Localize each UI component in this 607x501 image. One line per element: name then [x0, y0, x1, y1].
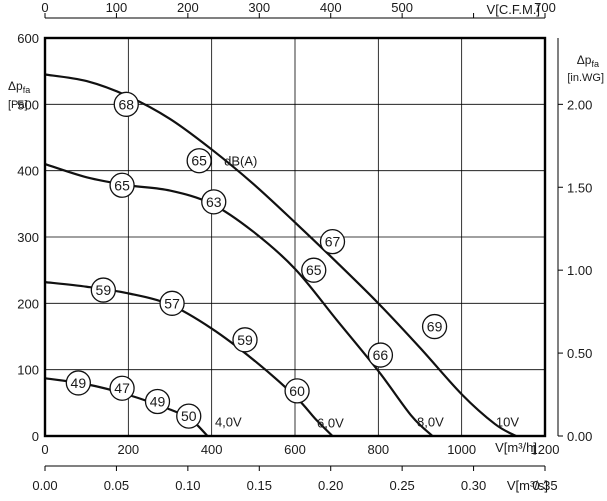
x-bottom-tick-label: 1000	[447, 442, 476, 457]
y-left-tick-label: 0	[32, 429, 39, 444]
db-bubble	[90, 277, 116, 303]
db-bubble-label: 63	[206, 194, 222, 210]
db-bubble-label: 50	[181, 408, 197, 424]
x-bottom-tick-label: 200	[117, 442, 139, 457]
x-top-tick-label: 100	[106, 0, 128, 15]
db-bubble-label: 59	[96, 282, 112, 298]
x-bottom2-tick-label: 0.00	[32, 478, 57, 493]
db-bubble-label: 68	[118, 96, 134, 112]
db-bubble-label: 69	[427, 319, 443, 335]
y-right-tick-label: 2.00	[567, 97, 592, 112]
y-left-tick-label: 500	[17, 97, 39, 112]
x-bottom-tick-label: 1200	[531, 442, 560, 457]
x-top-axis-title: V[C.F.M.]	[487, 2, 540, 17]
x-top-tick-label: 0	[41, 0, 48, 15]
db-bubble-label: 66	[373, 347, 389, 363]
x-top-tick-label: 700	[534, 0, 556, 15]
db-bubble-label: 65	[114, 177, 130, 193]
x-bottom-tick-label: 0	[41, 442, 48, 457]
y-right-tick-label: 0.50	[567, 346, 592, 361]
db-bubble	[284, 378, 310, 404]
x-bottom-tick-label: 400	[201, 442, 223, 457]
y-right-axis-title: Δpfa	[577, 53, 599, 69]
grid	[45, 38, 545, 436]
db-bubble-label: 47	[114, 380, 130, 396]
voltage-label: 4,0V	[215, 414, 242, 429]
y-left-tick-label: 200	[17, 296, 39, 311]
db-bubble	[109, 172, 135, 198]
db-bubble	[421, 313, 448, 340]
voltage-label: 10V	[496, 414, 519, 429]
x-top-tick-label: 300	[248, 0, 270, 15]
db-bubble-label: 49	[71, 375, 87, 391]
annotations: 68 65 dB(A) 67 69 65 63 65 66 59 57 59 60 49 47 49 50 4,0…	[65, 91, 519, 431]
db-bubble-label: 65	[191, 153, 207, 169]
y-left-tick-label: 600	[17, 31, 39, 46]
voltage-label: 8,0V	[417, 414, 444, 429]
y-left-tick-label: 100	[17, 363, 39, 378]
x-top-tick-label: 200	[177, 0, 199, 15]
x-bottom2-tick-label: 0.35	[532, 478, 557, 493]
db-unit-label: dB(A)	[224, 154, 257, 169]
db-bubble	[301, 257, 327, 283]
x-bottom2-tick-label: 0.25	[389, 478, 414, 493]
db-bubble-label: 65	[306, 262, 322, 278]
db-bubble-label: 67	[325, 234, 341, 250]
db-bubble	[232, 327, 258, 353]
x-bottom2-tick-label: 0.15	[247, 478, 272, 493]
y-left-axis-unit: [Pa]	[8, 99, 28, 111]
x-bottom-axis-title: V[m³/h]	[495, 440, 537, 455]
db-bubble	[367, 342, 394, 368]
x-bottom-tick-label: 600	[284, 442, 306, 457]
x-bottom2-tick-label: 0.05	[104, 478, 129, 493]
voltage-label: 6,0V	[317, 416, 344, 431]
y-left-tick-label: 400	[17, 164, 39, 179]
db-bubble	[109, 375, 135, 401]
plot-frame	[43, 36, 547, 438]
db-bubble	[144, 388, 171, 415]
db-bubble-label: 60	[289, 383, 305, 399]
x-top-tick-label: 500	[391, 0, 413, 15]
db-bubble	[319, 228, 346, 255]
y-left-tick-label: 300	[17, 230, 39, 245]
axis-labels: Δpfa [Pa] Δpfa [in.WG] V[C.F.M.] V[m³/h] V[m³/…	[8, 2, 604, 493]
db-bubble-label: 57	[164, 295, 180, 311]
x-bottom2-tick-label: 0.20	[318, 478, 343, 493]
y-left-axis-title: Δpfa	[8, 79, 30, 95]
x-bottom2-tick-label: 0.10	[175, 478, 200, 493]
y-right-tick-label: 0.00	[567, 429, 592, 444]
db-bubble-label: 49	[150, 394, 166, 410]
y-right-tick-label: 1.00	[567, 263, 592, 278]
x-top-tick-label: 400	[320, 0, 342, 15]
db-bubble	[201, 189, 227, 215]
db-bubble	[159, 290, 185, 316]
db-bubble	[176, 403, 202, 429]
db-bubble	[186, 148, 212, 174]
y-right-axis-unit: [in.WG]	[567, 72, 604, 84]
x-bottom-tick-label: 800	[367, 442, 389, 457]
db-bubble	[65, 370, 91, 396]
x-bottom2-tick-label: 0.30	[461, 478, 486, 493]
db-bubble-label: 59	[237, 332, 253, 348]
db-bubble	[113, 91, 139, 117]
x-bottom2-axis-title: V[m³/s]	[507, 478, 548, 493]
y-right-tick-label: 1.50	[567, 180, 592, 195]
